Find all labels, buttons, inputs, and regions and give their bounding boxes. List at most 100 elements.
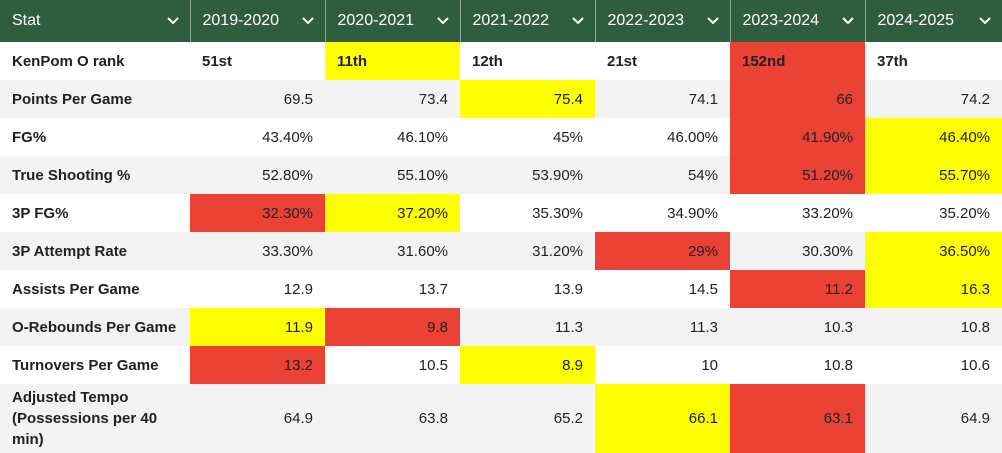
table-cell[interactable]: 10.5 <box>418 356 448 374</box>
column-header-label: 2021-2022 <box>472 12 550 29</box>
table-cell[interactable]: 30.30% <box>730 232 865 270</box>
table-cell[interactable]: 35.20% <box>939 204 990 222</box>
column-header-2022-2023[interactable]: 2022-2023 <box>595 0 731 42</box>
table-cell[interactable]: 63.1 <box>730 384 865 453</box>
row-label[interactable]: Assists Per Game <box>12 280 140 298</box>
table-cell[interactable]: 11.3 <box>595 308 730 346</box>
table-cell[interactable]: 66 <box>730 80 865 118</box>
table-cell[interactable]: 10.8 <box>823 356 853 374</box>
table-cell[interactable]: 64.9 <box>190 384 325 453</box>
table-cell[interactable]: 21st <box>607 52 638 70</box>
chevron-down-icon[interactable] <box>166 14 180 28</box>
table-cell[interactable]: 13.7 <box>418 280 448 298</box>
table-row: O-Rebounds Per Game 11.9 9.8 11.3 11.3 1… <box>0 308 1002 346</box>
table-cell[interactable]: 63.8 <box>325 384 460 453</box>
table-cell[interactable]: 10 <box>701 356 718 374</box>
column-header-label: 2024-2025 <box>877 12 955 29</box>
table-cell[interactable]: 12.9 <box>283 280 313 298</box>
table-cell[interactable]: 12th <box>472 52 503 70</box>
row-label[interactable]: O-Rebounds Per Game <box>0 308 190 346</box>
table-cell[interactable]: 11.2 <box>730 270 865 308</box>
table-cell[interactable]: 45% <box>552 128 583 146</box>
table-cell[interactable]: 69.5 <box>190 80 325 118</box>
column-header-label: 2019-2020 <box>202 12 280 29</box>
row-label[interactable]: True Shooting % <box>0 156 190 194</box>
table-cell[interactable]: 41.90% <box>730 118 865 156</box>
table-cell[interactable]: 74.2 <box>865 80 1002 118</box>
table-cell[interactable]: 33.20% <box>802 204 853 222</box>
column-header-2023-2024[interactable]: 2023-2024 <box>730 0 866 42</box>
row-label[interactable]: FG% <box>12 128 47 146</box>
table-cell[interactable]: 74.1 <box>595 80 730 118</box>
table-cell[interactable]: 10.8 <box>865 308 1002 346</box>
column-header-label: 2020-2021 <box>337 12 415 29</box>
column-header-label: Stat <box>12 12 41 29</box>
table-row: Points Per Game 69.5 73.4 75.4 74.1 66 7… <box>0 80 1002 118</box>
table-cell[interactable]: 66.1 <box>595 384 730 453</box>
table-cell[interactable]: 37th <box>877 52 908 70</box>
table-cell[interactable]: 37.20% <box>325 194 460 232</box>
table-row: 3P FG% 32.30% 37.20% 35.30% 34.90% 33.20… <box>0 194 1002 232</box>
column-header-label: 2022-2023 <box>607 12 685 29</box>
table-cell[interactable]: 152nd <box>730 42 865 80</box>
table-cell[interactable]: 11.9 <box>190 308 325 346</box>
table-cell[interactable]: 31.60% <box>325 232 460 270</box>
table-cell[interactable]: 8.9 <box>460 346 595 384</box>
table-cell[interactable]: 46.10% <box>397 128 448 146</box>
column-header-label: 2023-2024 <box>742 12 820 29</box>
chevron-down-icon[interactable] <box>301 14 315 28</box>
chevron-down-icon[interactable] <box>978 14 992 28</box>
table-row: FG% 43.40% 46.10% 45% 46.00% 41.90% 46.4… <box>0 118 1002 156</box>
table-cell[interactable]: 9.8 <box>325 308 460 346</box>
chevron-down-icon[interactable] <box>571 14 585 28</box>
table-row: Assists Per Game 12.9 13.7 13.9 14.5 11.… <box>0 270 1002 308</box>
table-row: Turnovers Per Game 13.2 10.5 8.9 10 10.8… <box>0 346 1002 384</box>
table-cell[interactable]: 43.40% <box>262 128 313 146</box>
table-cell[interactable]: 35.30% <box>532 204 583 222</box>
table-cell[interactable]: 75.4 <box>460 80 595 118</box>
row-label[interactable]: Adjusted Tempo (Possessions per 40 min) <box>0 384 190 453</box>
table-cell[interactable]: 16.3 <box>865 270 1002 308</box>
chevron-down-icon[interactable] <box>706 14 720 28</box>
table-cell[interactable]: 52.80% <box>190 156 325 194</box>
row-label[interactable]: KenPom O rank <box>12 52 125 70</box>
table-cell[interactable]: 11.3 <box>460 308 595 346</box>
table-cell[interactable]: 13.9 <box>553 280 583 298</box>
table-cell[interactable]: 10.6 <box>960 356 990 374</box>
table-cell[interactable]: 34.90% <box>667 204 718 222</box>
table-cell[interactable]: 36.50% <box>865 232 1002 270</box>
table-cell[interactable]: 51st <box>202 52 233 70</box>
column-header-stat[interactable]: Stat <box>0 0 191 42</box>
table-cell[interactable]: 10.3 <box>730 308 865 346</box>
column-header-2019-2020[interactable]: 2019-2020 <box>190 0 326 42</box>
table-cell[interactable]: 64.9 <box>865 384 1002 453</box>
row-label[interactable]: 3P FG% <box>12 204 69 222</box>
table-cell[interactable]: 46.00% <box>667 128 718 146</box>
table-cell[interactable]: 29% <box>595 232 730 270</box>
table-cell[interactable]: 46.40% <box>865 118 1002 156</box>
table-cell[interactable]: 13.2 <box>190 346 325 384</box>
table-cell[interactable]: 65.2 <box>460 384 595 453</box>
table-cell[interactable]: 31.20% <box>460 232 595 270</box>
table-cell[interactable]: 54% <box>595 156 730 194</box>
table-cell[interactable]: 11th <box>325 42 460 80</box>
column-header-2021-2022[interactable]: 2021-2022 <box>460 0 596 42</box>
table-cell[interactable]: 51.20% <box>730 156 865 194</box>
table-row: KenPom O rank 51st 11th 12th 21st 152nd … <box>0 42 1002 80</box>
column-header-2020-2021[interactable]: 2020-2021 <box>325 0 461 42</box>
table-cell[interactable]: 55.10% <box>325 156 460 194</box>
table-cell[interactable]: 33.30% <box>190 232 325 270</box>
table-cell[interactable]: 55.70% <box>865 156 1002 194</box>
column-header-2024-2025[interactable]: 2024-2025 <box>865 0 1002 42</box>
table-cell[interactable]: 14.5 <box>688 280 718 298</box>
row-label[interactable]: Turnovers Per Game <box>12 356 159 374</box>
row-label[interactable]: 3P Attempt Rate <box>0 232 190 270</box>
chevron-down-icon[interactable] <box>436 14 450 28</box>
chevron-down-icon[interactable] <box>841 14 855 28</box>
table-cell[interactable]: 32.30% <box>190 194 325 232</box>
row-label[interactable]: Points Per Game <box>0 80 190 118</box>
table-cell[interactable]: 53.90% <box>460 156 595 194</box>
table-row: 3P Attempt Rate 33.30% 31.60% 31.20% 29%… <box>0 232 1002 270</box>
table-cell[interactable]: 73.4 <box>325 80 460 118</box>
